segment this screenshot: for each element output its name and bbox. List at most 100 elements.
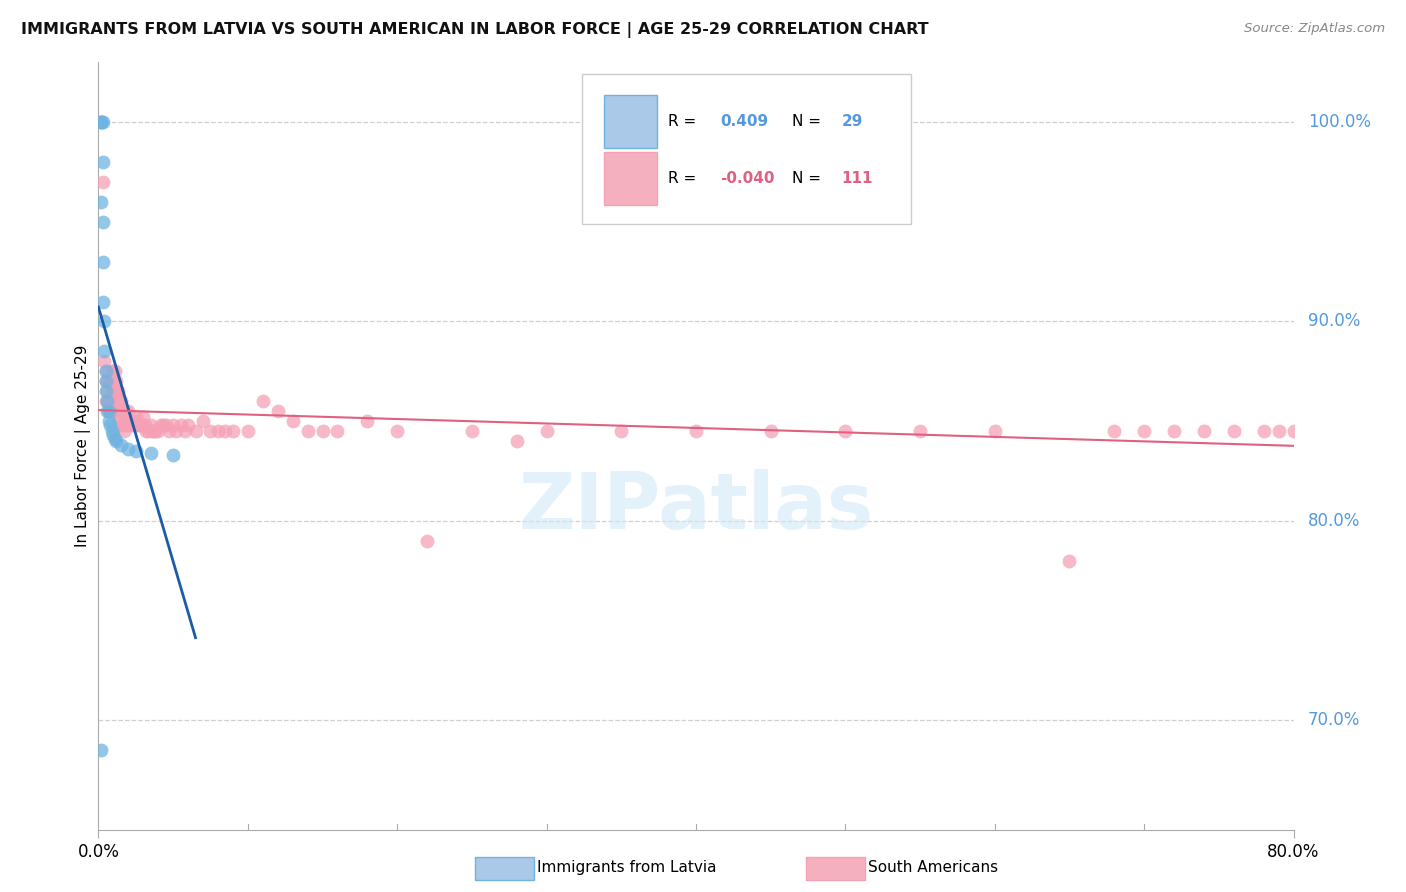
Text: 80.0%: 80.0% bbox=[1308, 512, 1360, 530]
Text: 70.0%: 70.0% bbox=[1308, 711, 1360, 729]
Point bbox=[1312, 424, 1334, 438]
Point bbox=[157, 424, 180, 438]
Text: N =: N = bbox=[792, 170, 821, 186]
Point bbox=[177, 418, 200, 433]
Text: Immigrants from Latvia: Immigrants from Latvia bbox=[537, 860, 717, 874]
Point bbox=[118, 414, 141, 428]
Point bbox=[150, 418, 173, 433]
Point bbox=[385, 424, 409, 438]
Point bbox=[91, 175, 114, 189]
Point bbox=[93, 344, 115, 359]
Point bbox=[117, 418, 139, 433]
Point bbox=[200, 424, 222, 438]
Point bbox=[103, 404, 125, 418]
Point bbox=[110, 418, 132, 433]
Point bbox=[94, 374, 117, 388]
Point bbox=[461, 424, 484, 438]
Point bbox=[91, 294, 114, 309]
Point bbox=[610, 424, 633, 438]
Point bbox=[105, 404, 128, 418]
Point bbox=[1163, 424, 1185, 438]
Point bbox=[356, 414, 378, 428]
Text: N =: N = bbox=[792, 114, 821, 129]
Point bbox=[141, 424, 163, 438]
Point bbox=[90, 194, 112, 209]
Point bbox=[1253, 424, 1275, 438]
Point bbox=[834, 424, 856, 438]
Point bbox=[207, 424, 229, 438]
Point bbox=[326, 424, 349, 438]
Point bbox=[91, 115, 114, 129]
Text: 100.0%: 100.0% bbox=[1308, 113, 1371, 131]
Point bbox=[252, 394, 274, 409]
Point bbox=[125, 444, 148, 458]
Point bbox=[297, 424, 319, 438]
Point bbox=[536, 424, 558, 438]
Point bbox=[152, 418, 174, 433]
Point bbox=[136, 424, 159, 438]
Point bbox=[162, 448, 184, 462]
Text: R =: R = bbox=[668, 114, 697, 129]
Text: R =: R = bbox=[668, 170, 697, 186]
Point bbox=[105, 374, 128, 388]
Point bbox=[107, 404, 129, 418]
Text: -0.040: -0.040 bbox=[720, 170, 775, 186]
Point bbox=[129, 418, 152, 433]
Point bbox=[110, 438, 132, 452]
Point bbox=[94, 364, 117, 378]
Point bbox=[108, 414, 131, 428]
Point bbox=[114, 418, 136, 433]
Point bbox=[111, 404, 134, 418]
Point bbox=[91, 215, 114, 229]
Point bbox=[759, 424, 782, 438]
Point bbox=[94, 384, 117, 399]
Text: 0.409: 0.409 bbox=[720, 114, 768, 129]
Point bbox=[110, 404, 132, 418]
Point bbox=[103, 364, 125, 378]
Point bbox=[97, 394, 120, 409]
Point bbox=[1343, 424, 1365, 438]
Point bbox=[1357, 424, 1379, 438]
Point bbox=[191, 414, 214, 428]
Point bbox=[121, 418, 143, 433]
Point bbox=[101, 404, 124, 418]
Point bbox=[162, 418, 184, 433]
Point bbox=[103, 394, 125, 409]
Point bbox=[124, 418, 146, 433]
Point bbox=[98, 394, 122, 409]
Point bbox=[90, 115, 112, 129]
Point bbox=[142, 424, 165, 438]
Point bbox=[1327, 424, 1350, 438]
Point bbox=[104, 364, 127, 378]
Point bbox=[101, 384, 124, 399]
Point bbox=[139, 418, 162, 433]
Point bbox=[685, 424, 707, 438]
Point bbox=[91, 254, 114, 268]
Point bbox=[104, 404, 127, 418]
Point bbox=[98, 374, 122, 388]
Point bbox=[222, 424, 245, 438]
Point bbox=[984, 424, 1007, 438]
Point bbox=[143, 424, 166, 438]
Point bbox=[281, 414, 304, 428]
FancyBboxPatch shape bbox=[605, 95, 657, 148]
FancyBboxPatch shape bbox=[605, 152, 657, 205]
Point bbox=[97, 374, 120, 388]
Point bbox=[96, 384, 118, 399]
Point bbox=[1192, 424, 1215, 438]
Point bbox=[311, 424, 333, 438]
Point bbox=[97, 404, 120, 418]
Point bbox=[97, 404, 120, 418]
Point bbox=[90, 115, 112, 129]
Point bbox=[236, 424, 259, 438]
Point bbox=[103, 374, 125, 388]
Y-axis label: In Labor Force | Age 25-29: In Labor Force | Age 25-29 bbox=[76, 345, 91, 547]
Point bbox=[93, 354, 115, 368]
Text: 111: 111 bbox=[842, 170, 873, 186]
Point bbox=[117, 404, 139, 418]
Point bbox=[135, 424, 157, 438]
Point bbox=[155, 418, 177, 433]
Point bbox=[98, 404, 122, 418]
Point bbox=[214, 424, 236, 438]
Point bbox=[416, 533, 439, 548]
